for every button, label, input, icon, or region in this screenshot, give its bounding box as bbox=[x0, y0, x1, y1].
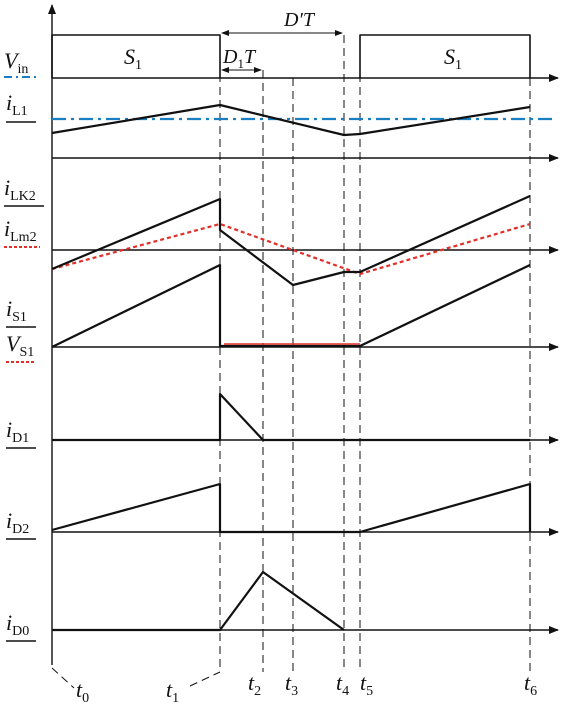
s1-right-label: S1 bbox=[444, 44, 462, 73]
ilk2-waveform bbox=[51, 194, 531, 287]
time-label-t0: t0 bbox=[76, 677, 89, 706]
dpt-label: D′T bbox=[283, 9, 316, 31]
time-labels: t0 t1 t2 t3 t4 t5 t6 bbox=[76, 670, 537, 706]
d1t-label: D1T bbox=[222, 46, 257, 71]
id1-label: iD1 bbox=[6, 417, 29, 446]
is1-label: iS1 bbox=[6, 296, 27, 325]
time-label-t5: t5 bbox=[360, 670, 373, 699]
horizontal-axes bbox=[52, 74, 559, 634]
ilk2-label: iLK2 bbox=[4, 175, 36, 204]
vin-label: Vin bbox=[4, 48, 28, 77]
s1-left-label: S1 bbox=[124, 44, 142, 73]
id0-label: iD0 bbox=[6, 610, 29, 639]
id2-waveform bbox=[51, 482, 532, 534]
id1-waveform bbox=[52, 392, 530, 442]
is1-waveform bbox=[51, 263, 531, 348]
il1-waveform bbox=[51, 103, 531, 137]
time-label-t1: t1 bbox=[166, 677, 179, 706]
time-label-t2: t2 bbox=[248, 670, 261, 699]
il1-label: iL1 bbox=[6, 90, 28, 119]
channel-labels: Vin iL1 iLK2 iLm2 iS1 VS1 iD1 iD2 iD0 bbox=[4, 48, 44, 642]
vs1-label: VS1 bbox=[6, 331, 34, 360]
ilm2-label: iLm2 bbox=[4, 216, 37, 245]
switch-state-waveform bbox=[51, 34, 531, 78]
time-marker-lines bbox=[51, 35, 531, 689]
time-label-t6: t6 bbox=[524, 670, 537, 699]
time-label-t3: t3 bbox=[285, 670, 298, 699]
ilm2-waveform bbox=[51, 222, 531, 276]
id2-label: iD2 bbox=[6, 508, 29, 537]
time-label-t4: t4 bbox=[336, 670, 349, 699]
id0-waveform bbox=[52, 570, 345, 632]
